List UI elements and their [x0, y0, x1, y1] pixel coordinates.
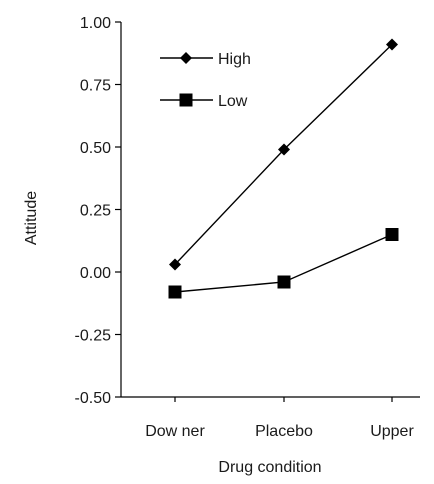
- series-high: [169, 38, 398, 271]
- x-axis: Dow ner Placebo Upper: [121, 396, 420, 440]
- y-tick-label: 0.00: [80, 265, 111, 282]
- y-ticks: 1.00 0.75 0.50 0.25 0.00 -0.25 -0.50: [75, 15, 121, 407]
- data-point-diamond: [278, 143, 290, 156]
- legend-marker-square: [179, 93, 193, 107]
- y-tick-label: -0.50: [75, 390, 112, 407]
- x-tick-label: Dow ner: [145, 423, 205, 440]
- data-point-square: [168, 285, 182, 299]
- y-tick-label: 1.00: [80, 15, 111, 32]
- legend-entry-high: High: [160, 51, 251, 68]
- y-tick-label: 0.50: [80, 140, 111, 157]
- data-point-square: [385, 228, 399, 241]
- y-axis: 1.00 0.75 0.50 0.25 0.00 -0.25 -0.50: [75, 15, 122, 407]
- x-tick-label: Placebo: [255, 423, 313, 440]
- x-axis-label: Drug condition: [218, 459, 321, 476]
- data-point-diamond: [386, 38, 398, 51]
- series-layer: [168, 38, 399, 299]
- data-point-diamond: [169, 258, 181, 271]
- legend-label: High: [218, 51, 251, 68]
- data-point-square: [277, 275, 291, 289]
- y-axis-label: Attitude: [23, 191, 40, 245]
- x-ticks: Dow ner Placebo Upper: [145, 397, 414, 440]
- y-tick-label: 0.25: [80, 203, 111, 220]
- y-tick-label: -0.25: [75, 328, 112, 345]
- legend-marker-diamond: [180, 52, 192, 64]
- series-low: [168, 228, 399, 299]
- x-tick-label: Upper: [370, 423, 414, 440]
- y-tick-label: 0.75: [80, 78, 111, 95]
- legend-entry-low: Low: [160, 93, 248, 110]
- legend-label: Low: [218, 93, 248, 110]
- legend: High Low: [160, 51, 251, 110]
